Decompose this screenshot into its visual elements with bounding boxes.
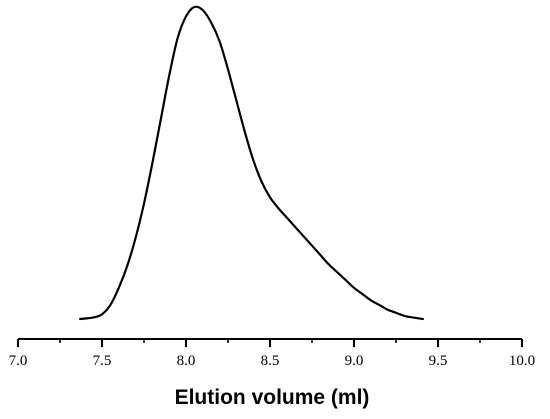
elution-curve-line [79, 5, 424, 321]
x-tick-label: 9.0 [345, 353, 364, 369]
curve-layer [79, 5, 424, 321]
x-tick-label: 10.0 [509, 353, 535, 369]
x-tick-label: 9.5 [429, 353, 448, 369]
x-tick-label: 8.0 [177, 353, 196, 369]
x-axis-title: Elution volume (ml) [175, 386, 370, 409]
x-tick-label: 7.0 [9, 353, 28, 369]
x-ticks: 7.0 7.5 8.0 8.5 9.0 9.5 10.0 [9, 339, 535, 369]
x-tick-label: 7.5 [93, 353, 112, 369]
x-tick-label: 8.5 [261, 353, 280, 369]
